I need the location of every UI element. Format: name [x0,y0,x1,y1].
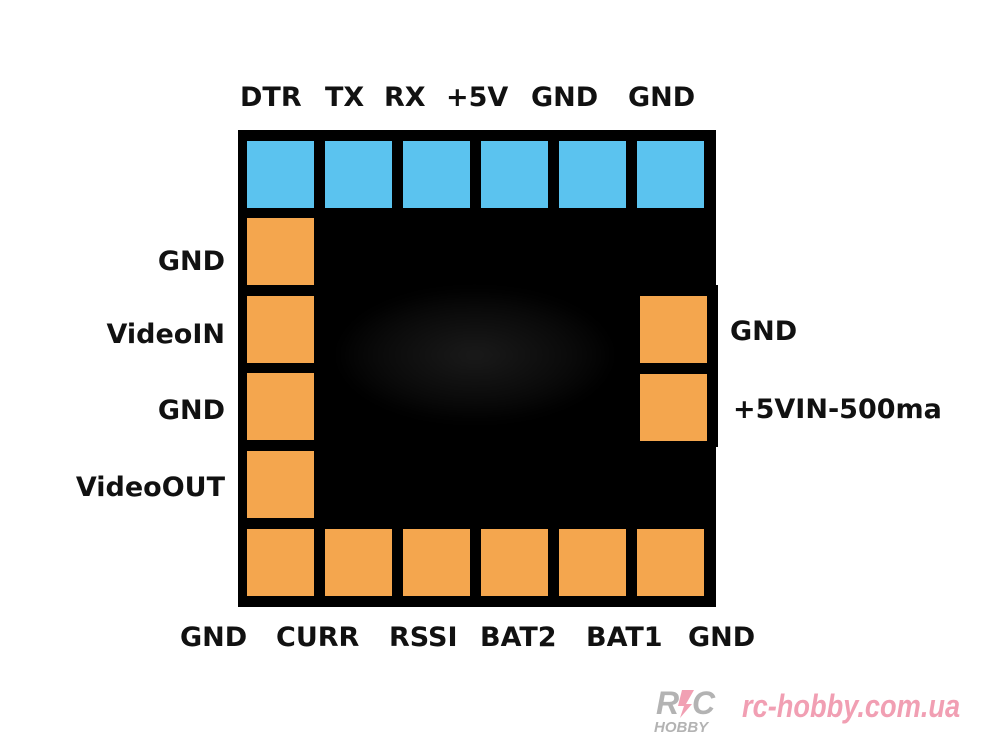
svg-text:C: C [692,685,716,721]
label-top-5v: +5V [446,82,509,113]
pad-bottom-curr [325,529,392,596]
pad-left-videoin [247,296,314,363]
pad-bottom-rssi [403,529,470,596]
label-right-5vin: +5VIN-500ma [733,394,942,425]
pad-top-gnd [559,141,626,208]
pad-bottom-gnd [247,529,314,596]
label-left-videoout: VideoOUT [75,472,225,503]
label-bottom-gnd: GND [180,622,248,653]
svg-text:HOBBY: HOBBY [654,719,710,736]
label-top-gnd: GND [531,82,599,113]
pad-top-gnd-2 [637,141,704,208]
label-top-tx: TX [325,82,365,113]
label-bottom-rssi: RSSI [389,622,458,653]
label-bottom-bat2: BAT2 [480,622,557,653]
label-bottom-bat1: BAT1 [586,622,663,653]
pad-top-tx [325,141,392,208]
pad-bottom-gnd-2 [637,529,704,596]
label-left-gnd: GND [157,246,225,277]
pad-top-5v [481,141,548,208]
pad-left-gnd [247,218,314,285]
label-bottom-curr: CURR [276,622,360,653]
label-top-gnd-2: GND [628,82,696,113]
label-bottom-gnd-2: GND [688,622,756,653]
pad-top-rx [403,141,470,208]
label-left-videoin: VideoIN [106,319,225,350]
label-top-dtr: DTR [240,82,302,113]
board-chip-shadow [340,290,610,420]
watermark-url: rc-hobby.com.ua [742,688,961,724]
pad-right-gnd [640,296,707,363]
label-top-rx: RX [384,82,426,113]
pad-top-dtr [247,141,314,208]
board-edge [712,285,718,447]
pad-left-gnd-2 [247,373,314,440]
label-right-gnd: GND [730,316,798,347]
label-left-gnd-2: GND [157,395,225,426]
pad-right-5vin [640,374,707,441]
pad-bottom-bat1 [559,529,626,596]
rc-hobby-logo: R C HOBBY [654,685,716,736]
svg-text:R: R [656,685,679,721]
pad-bottom-bat2 [481,529,548,596]
pad-left-videoout [247,451,314,518]
